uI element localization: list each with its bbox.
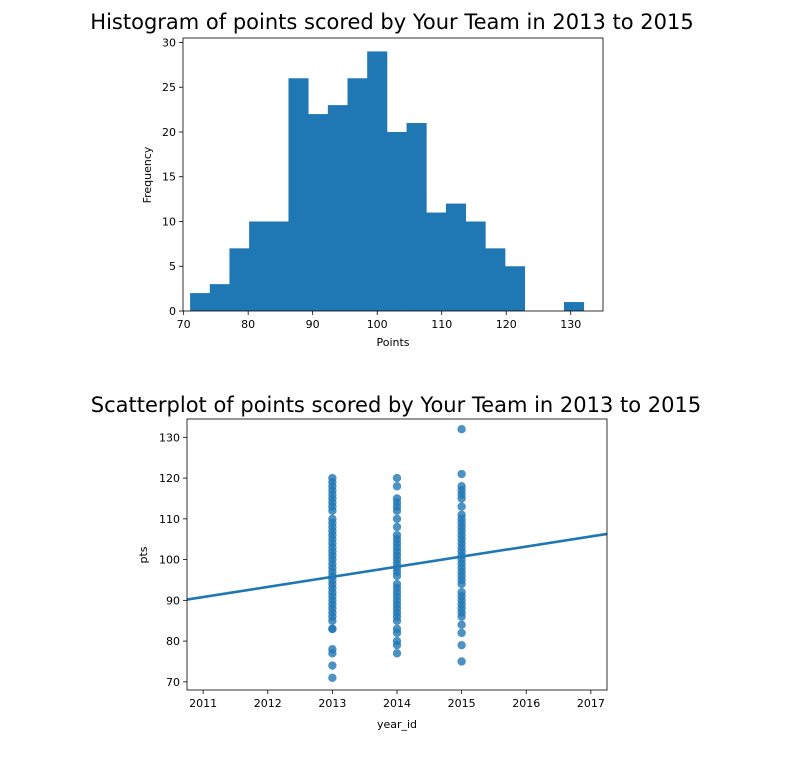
scatter-point xyxy=(457,424,466,434)
histogram-x-tick-label: 100 xyxy=(367,318,388,331)
scatter-x-ticks: 2011 2012 2013 2014 2015 2016 2017 xyxy=(189,690,605,710)
scatter-point xyxy=(392,530,402,540)
regression-line xyxy=(186,532,608,601)
scatter-point xyxy=(457,502,466,511)
histogram-bar xyxy=(445,203,466,311)
histogram-y-tick-label: 0 xyxy=(169,305,176,318)
histogram-title: Histogram of points scored by Your Team … xyxy=(90,10,693,34)
scatter-point xyxy=(328,673,337,682)
scatter-point xyxy=(328,624,337,634)
histogram-bar xyxy=(327,105,348,311)
histogram-chart: Histogram of points scored by Your Team … xyxy=(90,10,693,349)
histogram-bar xyxy=(367,51,388,312)
scatter-y-tick-label: 110 xyxy=(159,513,180,526)
scatter-point xyxy=(457,620,466,629)
histogram-x-tick-label: 90 xyxy=(306,318,320,331)
scatter-y-label: pts xyxy=(137,546,150,563)
histogram-bar xyxy=(288,78,309,311)
histogram-bar xyxy=(386,131,407,311)
histogram-x-tick-label: 120 xyxy=(496,318,517,331)
histogram-bar xyxy=(563,302,585,311)
histogram-bar xyxy=(485,248,506,311)
histogram-y-tick-label: 5 xyxy=(169,260,176,273)
scatter-x-tick-label: 2017 xyxy=(577,697,605,710)
histogram-x-tick-label: 130 xyxy=(560,318,581,331)
scatter-x-tick-label: 2014 xyxy=(383,697,411,710)
histogram-bar xyxy=(504,266,526,311)
scatter-point xyxy=(392,494,402,503)
scatter-point xyxy=(457,657,466,666)
histogram-bar xyxy=(249,221,270,311)
scatter-point xyxy=(457,510,466,519)
histogram-bar xyxy=(229,248,250,311)
scatter-point xyxy=(392,649,402,658)
scatter-title: Scatterplot of points scored by Your Tea… xyxy=(91,393,701,417)
scatter-point xyxy=(457,628,466,638)
scatter-y-tick-label: 90 xyxy=(166,594,180,607)
histogram-x-tick-label: 80 xyxy=(241,318,255,331)
histogram-y-tick-label: 30 xyxy=(162,36,176,49)
scatter-point xyxy=(392,473,402,483)
scatter-x-tick-label: 2016 xyxy=(512,697,540,710)
scatter-point xyxy=(392,482,402,491)
histogram-x-tick-label: 110 xyxy=(431,318,452,331)
scatter-y-tick-label: 80 xyxy=(166,635,180,648)
histogram-y-ticks: 0 5 10 15 20 25 30 xyxy=(162,36,183,318)
histogram-bar xyxy=(347,78,368,311)
histogram-y-tick-label: 20 xyxy=(162,126,176,139)
histogram-x-tick-label: 70 xyxy=(177,318,191,331)
histogram-x-ticks: 70 80 90 100 110 120 130 xyxy=(177,311,581,331)
histogram-bar xyxy=(209,284,230,311)
scatter-point xyxy=(328,473,337,483)
scatter-point xyxy=(328,514,337,524)
scatter-point xyxy=(392,579,402,589)
scatter-point xyxy=(457,469,466,479)
scatter-point xyxy=(457,482,466,491)
scatter-points xyxy=(328,424,466,682)
scatter-y-tick-label: 70 xyxy=(166,676,180,689)
scatter-y-tick-label: 100 xyxy=(159,554,180,567)
histogram-bar xyxy=(190,293,211,311)
scatter-point xyxy=(328,661,337,670)
scatter-point xyxy=(457,588,466,597)
scatter-y-tick-label: 130 xyxy=(159,431,180,444)
histogram-y-tick-label: 25 xyxy=(162,81,176,94)
scatter-point xyxy=(392,636,402,646)
scatter-chart: Scatterplot of points scored by Your Tea… xyxy=(91,393,701,731)
histogram-frame xyxy=(182,37,604,312)
histogram-bar xyxy=(268,221,289,311)
scatter-y-ticks: 70 80 90 100 110 120 130 xyxy=(159,431,187,689)
histogram-bars xyxy=(190,51,585,312)
histogram-bar xyxy=(406,123,427,311)
scatter-y-tick-label: 120 xyxy=(159,472,180,485)
histogram-bar xyxy=(308,114,329,311)
scatter-point xyxy=(392,514,402,524)
scatter-point xyxy=(328,645,337,654)
scatter-point xyxy=(457,640,466,650)
scatter-x-tick-label: 2015 xyxy=(448,697,476,710)
scatter-x-tick-label: 2012 xyxy=(254,697,282,710)
histogram-y-tick-label: 10 xyxy=(162,215,176,228)
scatter-x-tick-label: 2013 xyxy=(318,697,346,710)
histogram-y-tick-label: 15 xyxy=(162,171,176,184)
scatter-point xyxy=(392,522,402,532)
histogram-x-label: Points xyxy=(376,336,409,349)
histogram-y-label: Frequency xyxy=(141,146,154,203)
scatter-x-tick-label: 2011 xyxy=(189,697,217,710)
histogram-bar xyxy=(426,212,447,311)
histogram-bar xyxy=(465,221,486,311)
scatter-x-label: year_id xyxy=(377,718,417,731)
scatter-point xyxy=(392,624,402,634)
